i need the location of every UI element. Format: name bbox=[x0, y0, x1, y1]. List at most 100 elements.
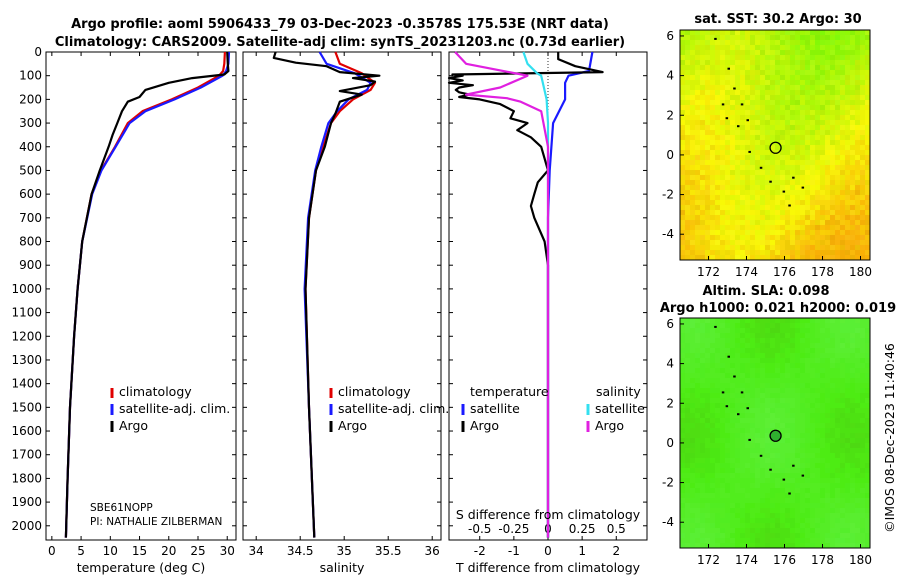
map-cell bbox=[690, 145, 696, 151]
map-cell bbox=[735, 160, 741, 166]
map-cell bbox=[865, 125, 871, 131]
map-cell bbox=[755, 170, 761, 176]
map-cell bbox=[865, 35, 871, 41]
map-cell bbox=[800, 458, 806, 464]
map-cell bbox=[680, 55, 686, 61]
map-cell bbox=[800, 328, 806, 334]
map-cell bbox=[800, 35, 806, 41]
map-cell bbox=[750, 75, 756, 81]
map-cell bbox=[840, 240, 846, 246]
map-cell bbox=[830, 140, 836, 146]
map-cell bbox=[865, 318, 871, 324]
map-cell bbox=[715, 403, 721, 409]
map-cell bbox=[790, 120, 796, 126]
map-cell bbox=[865, 448, 871, 454]
map-cell bbox=[810, 30, 816, 36]
map-cell bbox=[860, 398, 866, 404]
map-cell bbox=[760, 255, 766, 261]
map-cell bbox=[735, 145, 741, 151]
map-cell bbox=[730, 185, 736, 191]
map-cell bbox=[795, 180, 801, 186]
map-cell bbox=[735, 328, 741, 334]
map-cell bbox=[790, 473, 796, 479]
map-cell bbox=[780, 383, 786, 389]
map-cell bbox=[775, 245, 781, 251]
map-cell bbox=[720, 245, 726, 251]
map-cell bbox=[845, 508, 851, 514]
map-cell bbox=[790, 423, 796, 429]
map-cell bbox=[845, 538, 851, 544]
map-cell bbox=[795, 413, 801, 419]
map-cell bbox=[745, 55, 751, 61]
x-tick-label: 30 bbox=[220, 544, 235, 558]
map-cell bbox=[780, 418, 786, 424]
map-cell bbox=[765, 180, 771, 186]
map-cell bbox=[815, 210, 821, 216]
map-cell bbox=[785, 533, 791, 539]
map-cell bbox=[830, 503, 836, 509]
map-cell bbox=[710, 110, 716, 116]
map-cell bbox=[690, 333, 696, 339]
map-cell bbox=[690, 105, 696, 111]
map-cell bbox=[750, 533, 756, 539]
map-cell bbox=[825, 140, 831, 146]
map-cell bbox=[835, 423, 841, 429]
map-cell bbox=[730, 393, 736, 399]
map-cell bbox=[830, 423, 836, 429]
legend-label-climatology: climatology bbox=[338, 384, 411, 399]
map-cell bbox=[840, 150, 846, 156]
map-cell bbox=[745, 478, 751, 484]
map-cell bbox=[790, 230, 796, 236]
map-cell bbox=[755, 75, 761, 81]
map-cell bbox=[835, 533, 841, 539]
map-cell bbox=[780, 185, 786, 191]
map-cell bbox=[775, 523, 781, 529]
map-cell bbox=[865, 220, 871, 226]
map-cell bbox=[850, 413, 856, 419]
map-cell bbox=[830, 368, 836, 374]
map-cell bbox=[850, 200, 856, 206]
map-cell bbox=[735, 413, 741, 419]
map-cell bbox=[805, 488, 811, 494]
map-cell bbox=[730, 170, 736, 176]
map-cell bbox=[770, 170, 776, 176]
map-cell bbox=[805, 478, 811, 484]
map-cell bbox=[725, 328, 731, 334]
map-cell bbox=[780, 130, 786, 136]
map-cell bbox=[775, 453, 781, 459]
map-cell bbox=[845, 463, 851, 469]
map-cell bbox=[695, 75, 701, 81]
map-cell bbox=[845, 528, 851, 534]
map-cell bbox=[775, 70, 781, 76]
map-cell bbox=[765, 423, 771, 429]
map-cell bbox=[710, 165, 716, 171]
map-cell bbox=[750, 80, 756, 86]
map-cell bbox=[780, 105, 786, 111]
map-cell bbox=[710, 90, 716, 96]
map-cell bbox=[770, 523, 776, 529]
map-cell bbox=[845, 205, 851, 211]
map-cell bbox=[730, 423, 736, 429]
map-cell bbox=[780, 408, 786, 414]
map-cell bbox=[830, 190, 836, 196]
map-cell bbox=[770, 528, 776, 534]
map-cell bbox=[780, 478, 786, 484]
map-cell bbox=[845, 418, 851, 424]
map-cell bbox=[795, 70, 801, 76]
map-cell bbox=[820, 250, 826, 256]
map-cell bbox=[805, 115, 811, 121]
map-cell bbox=[725, 55, 731, 61]
map-cell bbox=[755, 210, 761, 216]
map-cell bbox=[730, 120, 736, 126]
map-cell bbox=[760, 503, 766, 509]
map-cell bbox=[860, 90, 866, 96]
map-cell bbox=[800, 543, 806, 549]
map-cell bbox=[745, 255, 751, 261]
map-cell bbox=[800, 483, 806, 489]
map-cell bbox=[745, 388, 751, 394]
map-cell bbox=[735, 190, 741, 196]
map-cell bbox=[810, 200, 816, 206]
map-cell bbox=[800, 130, 806, 136]
map-cell bbox=[810, 483, 816, 489]
map-cell bbox=[845, 80, 851, 86]
